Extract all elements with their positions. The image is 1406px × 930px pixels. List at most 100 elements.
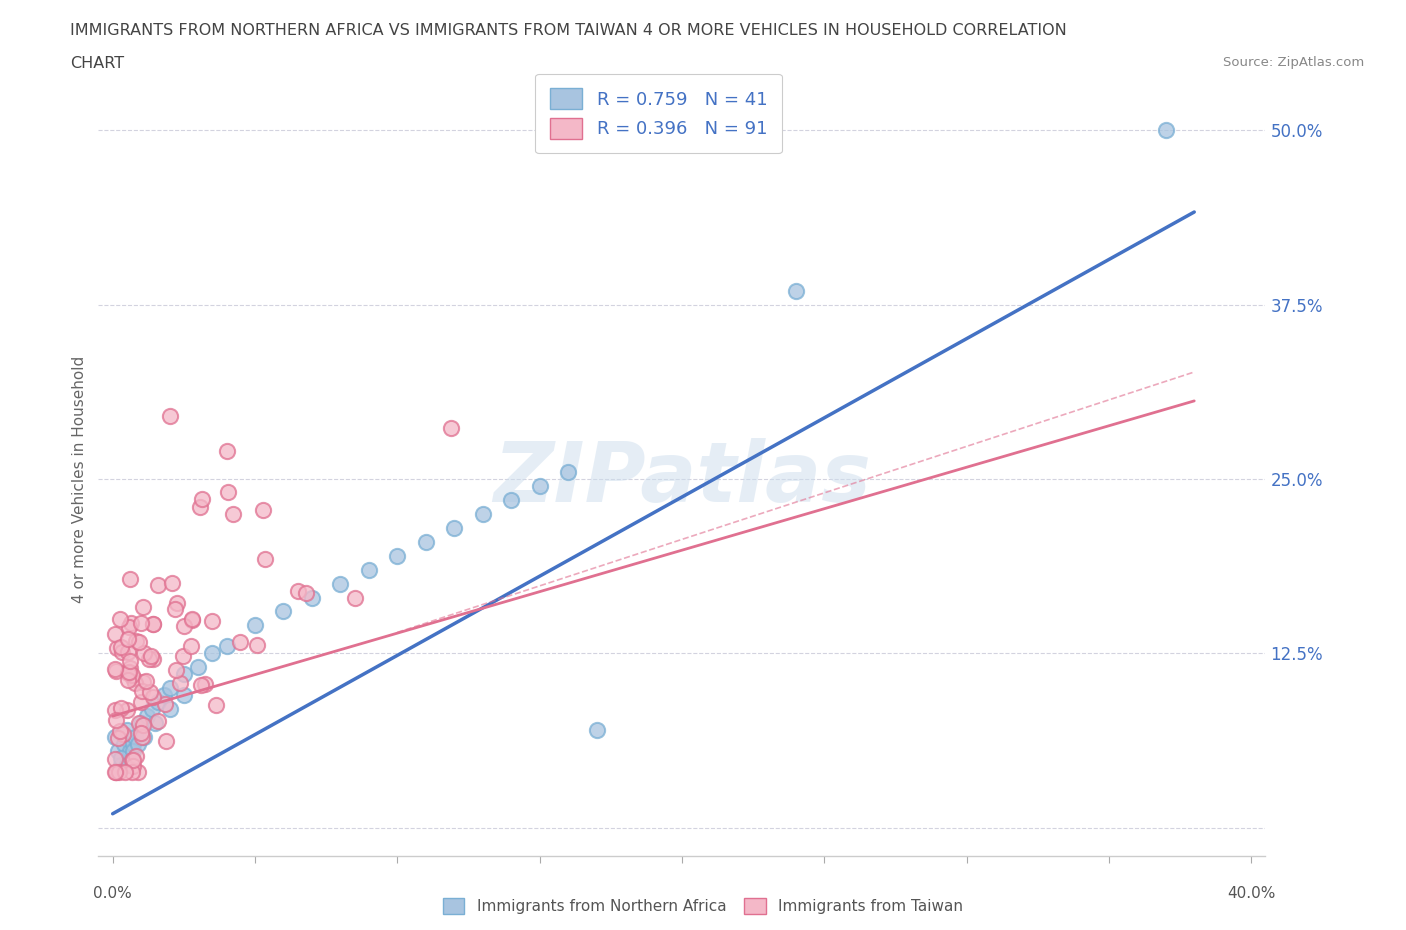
Point — [148, 695, 170, 710]
Point — [114, 764, 136, 779]
Point — [118, 664, 141, 679]
Point — [125, 633, 148, 648]
Point — [111, 726, 134, 741]
Point — [115, 757, 138, 772]
Point — [159, 409, 181, 424]
Point — [121, 668, 143, 683]
Point — [105, 640, 128, 655]
Point — [153, 696, 176, 711]
Point — [135, 709, 157, 724]
Point — [180, 611, 202, 626]
Point — [107, 744, 129, 759]
Point — [129, 725, 152, 740]
Point — [471, 506, 494, 521]
Point — [229, 634, 252, 649]
Point — [117, 644, 139, 659]
Point — [118, 619, 141, 634]
Point — [415, 535, 437, 550]
Point — [529, 479, 551, 494]
Point — [191, 492, 214, 507]
Point — [131, 684, 153, 698]
Point — [129, 616, 152, 631]
Text: 40.0%: 40.0% — [1227, 886, 1275, 901]
Point — [104, 627, 127, 642]
Point — [135, 673, 157, 688]
Point — [108, 724, 131, 738]
Point — [194, 676, 217, 691]
Point — [287, 583, 309, 598]
Point — [110, 701, 132, 716]
Point — [111, 644, 134, 659]
Point — [132, 600, 155, 615]
Point — [155, 734, 177, 749]
Point — [129, 716, 152, 731]
Point — [115, 723, 138, 737]
Point — [107, 731, 129, 746]
Point — [148, 578, 170, 592]
Point — [142, 690, 165, 705]
Legend: R = 0.759   N = 41, R = 0.396   N = 91: R = 0.759 N = 41, R = 0.396 N = 91 — [536, 73, 782, 153]
Point — [118, 653, 141, 668]
Point — [131, 729, 153, 744]
Text: ZIPatlas: ZIPatlas — [494, 438, 870, 520]
Point — [585, 723, 607, 737]
Point — [557, 465, 579, 480]
Point — [122, 759, 145, 774]
Text: IMMIGRANTS FROM NORTHERN AFRICA VS IMMIGRANTS FROM TAIWAN 4 OR MORE VEHICLES IN : IMMIGRANTS FROM NORTHERN AFRICA VS IMMIG… — [70, 23, 1067, 38]
Point — [121, 737, 143, 751]
Point — [141, 702, 163, 717]
Point — [159, 702, 181, 717]
Point — [165, 602, 187, 617]
Point — [173, 667, 195, 682]
Point — [159, 681, 181, 696]
Point — [153, 688, 176, 703]
Point — [169, 675, 191, 690]
Point — [160, 576, 183, 591]
Point — [124, 676, 146, 691]
Y-axis label: 4 or more Vehicles in Household: 4 or more Vehicles in Household — [72, 355, 87, 603]
Point — [124, 729, 146, 744]
Point — [138, 684, 160, 699]
Point — [295, 585, 318, 600]
Point — [118, 744, 141, 759]
Point — [131, 718, 153, 733]
Point — [252, 502, 274, 517]
Point — [110, 751, 132, 765]
Point — [245, 638, 267, 653]
Point — [188, 499, 211, 514]
Point — [201, 614, 224, 629]
Point — [222, 507, 245, 522]
Point — [180, 639, 202, 654]
Point — [501, 493, 523, 508]
Point — [120, 616, 142, 631]
Point — [301, 591, 323, 605]
Point — [172, 648, 194, 663]
Point — [121, 764, 143, 779]
Point — [129, 695, 152, 710]
Point — [104, 703, 127, 718]
Text: CHART: CHART — [70, 56, 124, 71]
Point — [117, 631, 139, 646]
Point — [142, 617, 165, 631]
Point — [215, 444, 238, 458]
Point — [127, 737, 149, 751]
Point — [122, 753, 145, 768]
Point — [142, 651, 165, 666]
Point — [439, 421, 461, 436]
Point — [112, 737, 135, 751]
Point — [132, 674, 155, 689]
Point — [387, 549, 409, 564]
Point — [115, 703, 138, 718]
Point — [215, 639, 238, 654]
Point — [128, 716, 150, 731]
Point — [142, 617, 165, 631]
Point — [104, 729, 127, 744]
Point — [117, 665, 139, 680]
Point — [104, 764, 127, 779]
Point — [785, 284, 807, 299]
Text: 0.0%: 0.0% — [93, 886, 132, 901]
Point — [166, 596, 188, 611]
Point — [105, 664, 128, 679]
Point — [125, 749, 148, 764]
Point — [110, 640, 132, 655]
